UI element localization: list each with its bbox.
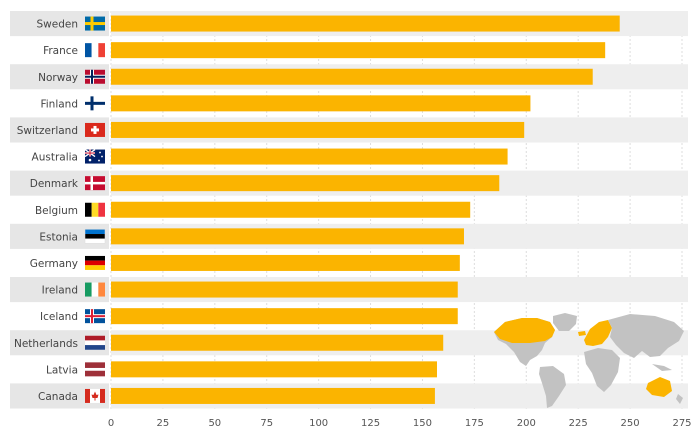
map-south-america [539, 366, 566, 408]
bar-switzerland [111, 121, 525, 138]
category-label: Sweden [37, 19, 79, 31]
category-label: Denmark [30, 178, 79, 190]
map-greenland [553, 313, 577, 331]
flag-latvia-icon [85, 362, 105, 377]
map-australia [646, 377, 672, 397]
bar-iceland [111, 308, 458, 325]
category-label: Netherlands [14, 338, 78, 350]
bar-belgium [111, 201, 471, 218]
x-tick-label: 200 [517, 418, 536, 429]
category-label: Estonia [39, 231, 78, 243]
flag-denmark-icon [85, 176, 105, 191]
bar-estonia [111, 228, 464, 245]
category-label: Germany [30, 258, 78, 270]
category-label: Norway [38, 72, 78, 84]
category-label: Belgium [35, 205, 78, 217]
x-tick-label: 125 [361, 418, 380, 429]
x-tick-label: 75 [260, 418, 273, 429]
category-label: Iceland [40, 311, 78, 323]
bar-germany [111, 254, 460, 271]
flag-ireland-icon [85, 282, 105, 297]
map-iceland [578, 331, 586, 336]
world-map-icon [494, 313, 684, 408]
bar-france [111, 42, 606, 59]
bar-latvia [111, 361, 437, 378]
flag-sweden-icon [85, 16, 105, 31]
map-new-zealand [676, 394, 683, 404]
flag-norway-icon [85, 69, 105, 84]
category-label: Australia [32, 152, 78, 164]
category-label: Switzerland [17, 125, 78, 137]
x-tick-label: 50 [208, 418, 221, 429]
flag-belgium-icon [85, 202, 105, 217]
bar-denmark [111, 175, 500, 192]
flag-germany-icon [85, 255, 105, 270]
x-tick-label: 0 [108, 418, 114, 429]
bar-finland [111, 95, 531, 112]
flag-icons [84, 16, 106, 403]
bar-netherlands [111, 334, 444, 351]
flag-france-icon [85, 43, 105, 58]
x-tick-label: 150 [413, 418, 432, 429]
x-axis-ticks: 0 25 50 75 100 125 150 175 200 225 250 275 [108, 418, 692, 429]
category-label: Canada [38, 391, 78, 403]
category-label: Ireland [42, 285, 78, 297]
category-label: Latvia [46, 364, 78, 376]
map-indonesia [652, 364, 672, 371]
flag-netherlands-icon [85, 335, 105, 350]
category-labels: Sweden France Norway Finland Switzerland Aust… [14, 19, 79, 403]
flag-switzerland-icon [85, 122, 105, 137]
bar-ireland [111, 281, 458, 298]
bar-australia [111, 148, 508, 165]
bar-layer [111, 15, 620, 404]
bar-canada [111, 387, 435, 404]
flag-canada-icon [85, 388, 105, 403]
x-tick-label: 25 [157, 418, 170, 429]
flag-australia-icon [84, 148, 105, 164]
map-europe [584, 320, 612, 346]
bar-sweden [111, 15, 620, 32]
flag-iceland-icon [85, 309, 105, 324]
category-label: Finland [40, 98, 78, 110]
x-tick-label: 250 [621, 418, 640, 429]
x-tick-label: 225 [569, 418, 588, 429]
x-tick-label: 175 [465, 418, 484, 429]
map-asia [608, 314, 684, 358]
flag-finland-icon [85, 96, 105, 111]
x-tick-label: 275 [672, 418, 691, 429]
map-canada [494, 318, 555, 343]
flag-estonia-icon [84, 229, 106, 244]
x-tick-label: 100 [309, 418, 328, 429]
category-label: France [43, 45, 78, 57]
map-africa [584, 348, 620, 392]
bar-norway [111, 68, 593, 85]
